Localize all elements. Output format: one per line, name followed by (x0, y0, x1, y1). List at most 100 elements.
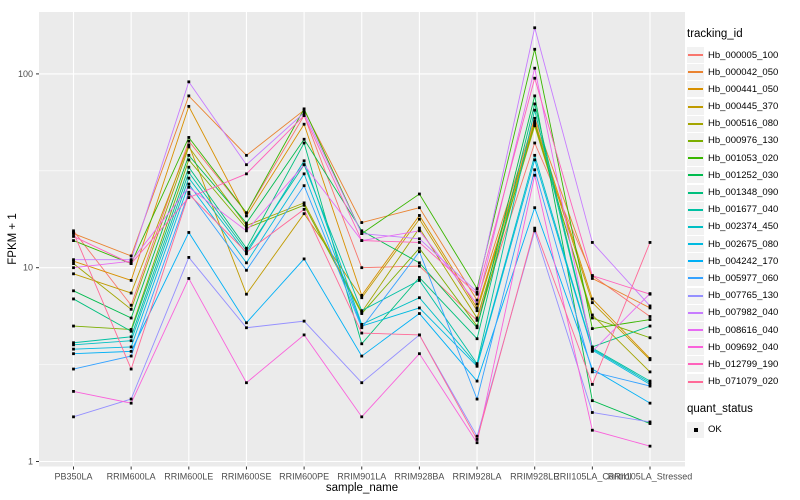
legend-entry-Hb_000005_100: Hb_000005_100 (687, 47, 799, 63)
data-point (648, 324, 652, 328)
data-point (187, 171, 191, 174)
data-point (360, 326, 364, 330)
data-point (648, 420, 652, 424)
legend-entry-label: Hb_001677_040 (708, 204, 779, 216)
legend-entry-label: Hb_005977_060 (708, 272, 779, 284)
data-point (648, 381, 652, 385)
data-point (129, 401, 133, 405)
data-point (533, 173, 537, 177)
legend-key-box (687, 287, 704, 304)
data-point (129, 316, 133, 320)
data-point (533, 124, 537, 128)
data-point (418, 237, 421, 241)
data-point (245, 381, 248, 385)
data-point (245, 163, 248, 167)
data-point (533, 116, 537, 120)
legend-entry-label: Hb_000005_100 (708, 49, 779, 61)
data-point (302, 201, 306, 205)
legend-entry-label: Hb_002374_450 (708, 221, 779, 233)
data-point (72, 389, 75, 393)
data-point (187, 80, 191, 84)
data-point (648, 318, 652, 321)
legend-key-line (688, 294, 703, 297)
data-point (533, 66, 537, 70)
data-point (245, 321, 248, 325)
legend-key-line (688, 88, 703, 91)
legend-entry-Hb_071079_020: Hb_071079_020 (687, 373, 799, 390)
data-point (418, 214, 421, 217)
legend-key-box (687, 253, 704, 270)
data-point (302, 203, 306, 207)
data-point (187, 190, 191, 194)
legend-entry-label: Hb_000516_080 (708, 118, 779, 130)
y-tick-label: 100 (18, 69, 33, 79)
legend-key-box (687, 322, 704, 338)
legend-entry-Hb_001252_030: Hb_001252_030 (687, 167, 799, 184)
data-point (475, 318, 479, 322)
data-point (533, 141, 537, 145)
legend-entry-label: Hb_002675_080 (708, 238, 779, 250)
data-point (72, 259, 75, 263)
legend-key-line (688, 380, 703, 383)
data-point (590, 274, 594, 278)
legend-key-line (688, 157, 703, 160)
data-point (360, 342, 364, 346)
data-point (648, 370, 652, 374)
legend-entry-Hb_002374_450: Hb_002374_450 (687, 218, 799, 235)
data-point (302, 319, 306, 323)
legend-key-box (687, 132, 704, 149)
data-point (72, 343, 75, 347)
legend-entry-Hb_001677_040: Hb_001677_040 (687, 201, 799, 218)
data-point (245, 172, 248, 176)
legend-entry-Hb_002675_080: Hb_002675_080 (687, 236, 799, 253)
data-point (648, 315, 652, 318)
data-point (590, 428, 594, 432)
legend-entry-quant-ok: OK (687, 421, 799, 438)
legend-key-line (688, 329, 703, 331)
legend-entry-label: Hb_000445_370 (708, 101, 779, 113)
x-tick-label: RRIM928LA (453, 472, 502, 482)
data-point (418, 264, 421, 268)
legend-key-line (688, 311, 703, 314)
data-point (418, 312, 421, 315)
legend-entry-Hb_000441_050: Hb_000441_050 (687, 81, 799, 98)
legend-key-box (687, 64, 704, 81)
data-point (590, 382, 594, 386)
data-point (648, 292, 652, 296)
legend-entry-Hb_009692_040: Hb_009692_040 (687, 339, 799, 356)
data-point (418, 306, 421, 310)
data-point (72, 229, 75, 233)
legend-entry-Hb_007765_130: Hb_007765_130 (687, 287, 799, 304)
data-point (418, 229, 421, 233)
data-point (302, 333, 306, 337)
data-point (418, 206, 421, 210)
data-point (475, 309, 479, 313)
legend-entries: Hb_000005_100 Hb_000042_050 Hb_000441_050 H… (687, 47, 799, 390)
data-point (187, 165, 191, 169)
data-point (187, 182, 191, 186)
data-point (533, 102, 537, 106)
data-point (302, 141, 306, 145)
legend-title-tracking-id: tracking_id (687, 28, 743, 40)
legend-entry-label: Hb_001252_030 (708, 169, 779, 181)
data-point (245, 224, 248, 227)
data-point (129, 328, 133, 331)
data-point (129, 262, 133, 265)
data-point (590, 241, 594, 244)
data-point (418, 226, 421, 230)
data-point (475, 306, 479, 310)
x-tick-label: RRIM600PE (279, 472, 329, 482)
data-point (648, 306, 652, 310)
data-point (475, 316, 479, 320)
legend-entry-label: Hb_004242_170 (708, 255, 779, 267)
data-point (187, 94, 191, 98)
x-tick-label: RRIM901LA (337, 472, 386, 482)
data-point (72, 262, 75, 265)
legend-key-box (687, 339, 704, 356)
data-point (475, 287, 479, 291)
data-point (475, 324, 479, 328)
x-tick-label: RRII105LA_Control (553, 472, 631, 482)
data-point (187, 196, 191, 199)
